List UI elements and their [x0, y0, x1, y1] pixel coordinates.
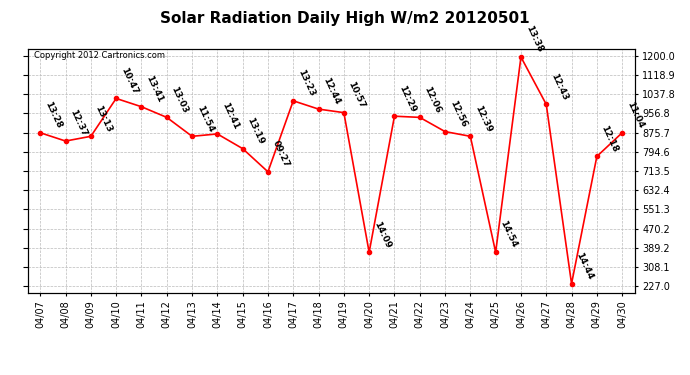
Text: 13:19: 13:19 — [246, 116, 266, 146]
Text: 13:03: 13:03 — [170, 85, 190, 115]
Text: 09:27: 09:27 — [270, 139, 291, 169]
Text: 14:09: 14:09 — [372, 220, 392, 249]
Text: 12:37: 12:37 — [68, 108, 88, 138]
Text: 11:04: 11:04 — [625, 100, 645, 130]
Text: 13:41: 13:41 — [144, 74, 164, 104]
Text: Solar Radiation Daily High W/m2 20120501: Solar Radiation Daily High W/m2 20120501 — [160, 11, 530, 26]
Text: 12:56: 12:56 — [448, 99, 468, 129]
Text: 11:54: 11:54 — [195, 104, 215, 134]
Text: 14:54: 14:54 — [498, 219, 519, 249]
Text: 10:57: 10:57 — [346, 80, 367, 110]
Text: 13:38: 13:38 — [524, 24, 544, 54]
Text: 12:41: 12:41 — [220, 101, 240, 131]
Text: 13:28: 13:28 — [43, 100, 63, 130]
Text: 12:06: 12:06 — [422, 85, 443, 115]
Text: 10:47: 10:47 — [119, 66, 139, 96]
Text: 12:39: 12:39 — [473, 104, 493, 134]
Text: 12:29: 12:29 — [397, 84, 417, 113]
Text: 14:44: 14:44 — [574, 251, 595, 281]
Text: 13:23: 13:23 — [296, 68, 316, 98]
Text: 12:44: 12:44 — [322, 76, 342, 106]
Text: 13:13: 13:13 — [94, 104, 114, 134]
Text: 12:18: 12:18 — [600, 124, 620, 154]
Text: Copyright 2012 Cartronics.com: Copyright 2012 Cartronics.com — [34, 51, 165, 60]
Text: 12:43: 12:43 — [549, 72, 569, 102]
